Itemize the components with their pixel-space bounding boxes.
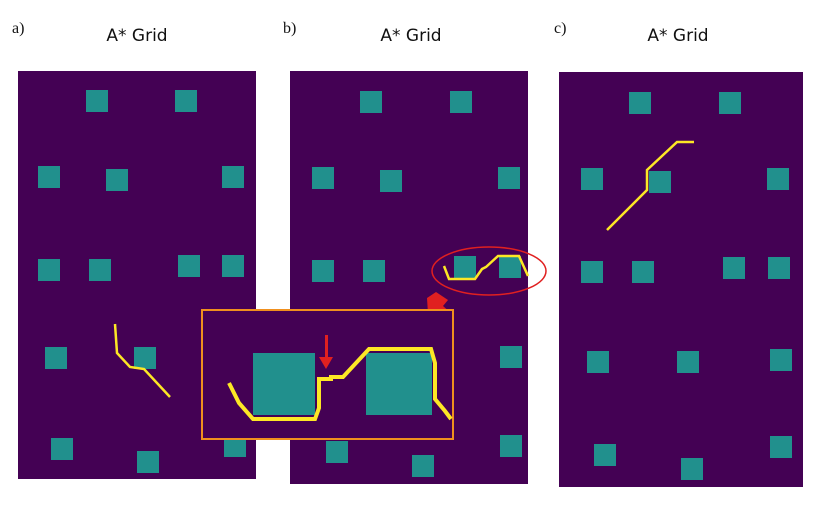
panel-a-title: A* Grid [106,26,168,46]
zoom-inset [201,309,454,440]
obstacle [89,259,111,281]
obstacle [594,444,616,466]
obstacle [312,260,334,282]
obstacle [632,261,654,283]
obstacle [581,168,603,190]
obstacle [629,92,651,114]
obstacle [222,166,244,188]
obstacle [360,91,382,113]
obstacle [326,441,348,463]
obstacle [86,90,108,112]
grid-panel-a [18,71,256,479]
obstacle [770,349,792,371]
obstacle [51,438,73,460]
obstacle [767,168,789,190]
obstacle [412,455,434,477]
red-down-arrow [319,335,333,369]
obstacle [312,167,334,189]
obstacle [681,458,703,480]
grid-panel-c [559,72,803,487]
obstacle [253,353,315,415]
panel-c-title: A* Grid [647,26,709,46]
obstacle [222,255,244,277]
obstacle [45,347,67,369]
panel-a-label: a) [12,20,25,37]
obstacle [500,435,522,457]
obstacle [581,261,603,283]
obstacle [38,166,60,188]
panel-b-title: A* Grid [380,26,442,46]
obstacle [366,353,432,415]
obstacle [500,346,522,368]
obstacle [175,90,197,112]
obstacle [454,256,476,278]
obstacle [224,435,246,457]
obstacle [723,257,745,279]
obstacle [587,351,609,373]
obstacle [137,451,159,473]
panel-c-label: c) [554,20,567,37]
obstacle [178,255,200,277]
obstacle [677,351,699,373]
obstacle [649,171,671,193]
obstacle [363,260,385,282]
obstacle [106,169,128,191]
obstacle [450,91,472,113]
panel-b-label: b) [283,20,297,37]
obstacle [719,92,741,114]
obstacle [498,167,520,189]
obstacle [499,256,521,278]
obstacle [768,257,790,279]
obstacle [380,170,402,192]
obstacle [134,347,156,369]
obstacle [770,436,792,458]
obstacle [38,259,60,281]
